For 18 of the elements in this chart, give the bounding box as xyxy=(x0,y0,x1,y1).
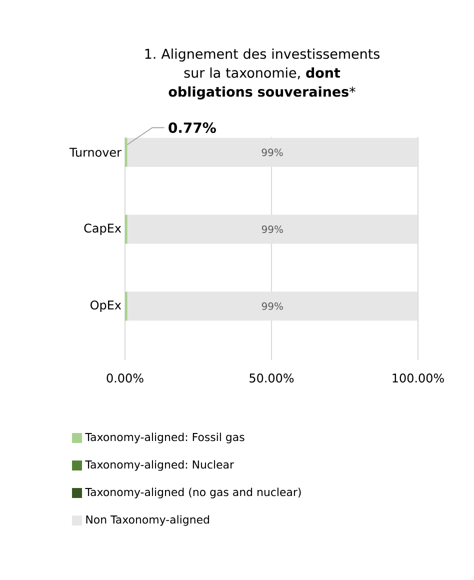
bar xyxy=(127,138,418,167)
annotation: 0.77% xyxy=(168,122,216,133)
legend-label: Taxonomy-aligned: Fossil gas xyxy=(85,432,244,444)
bar xyxy=(127,292,418,321)
bar xyxy=(127,214,418,244)
chart-title: 1. Alignement des investissements sur la taxonomie, dont obligations souveraines* xyxy=(145,48,380,100)
y-tick-label: Turnover xyxy=(69,148,122,157)
x-tick-label: 100.00% xyxy=(392,374,444,383)
x-tick-label: 50.00% xyxy=(250,374,294,383)
data-label: 99% xyxy=(262,302,283,310)
legend-label: Taxonomy-aligned: Nuclear xyxy=(85,460,234,471)
x-tick-label: 0.00% xyxy=(106,374,144,383)
data-label: 99% xyxy=(262,225,283,234)
legend-label: Non Taxonomy-aligned xyxy=(86,515,209,526)
y-tick-label: CapEx xyxy=(84,224,122,235)
data-label: 99% xyxy=(262,148,283,156)
legend-label: Taxonomy-aligned (no gas and nuclear) xyxy=(85,488,301,498)
y-tick-label: OpEx xyxy=(90,300,122,312)
